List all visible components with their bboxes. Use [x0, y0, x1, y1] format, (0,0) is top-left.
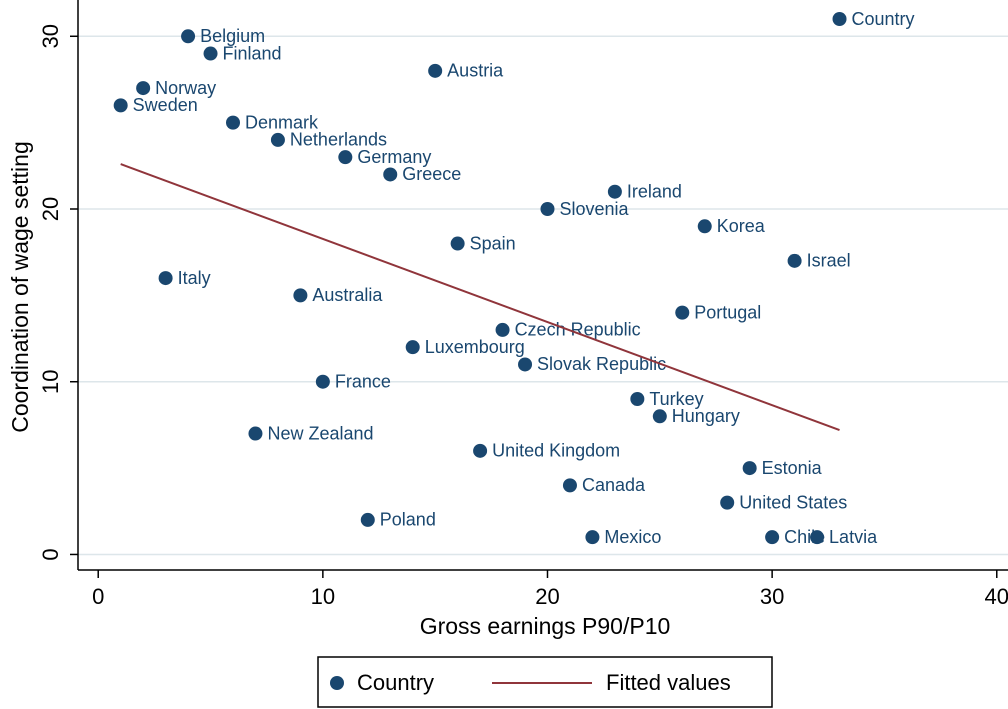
point: [428, 63, 443, 78]
point-label: Norway: [155, 78, 216, 98]
legend-marker: [330, 676, 344, 690]
y-tick-label: 10: [38, 369, 63, 393]
point-label: Portugal: [694, 302, 761, 322]
point-label: Czech Republic: [515, 320, 641, 340]
point: [270, 132, 285, 147]
point: [742, 461, 757, 476]
point-label: Mexico: [604, 527, 661, 547]
x-tick-label: 30: [760, 584, 784, 609]
x-tick-label: 0: [92, 584, 104, 609]
point: [383, 167, 398, 182]
point: [720, 495, 735, 510]
point: [203, 46, 218, 61]
point: [832, 12, 847, 26]
point-label: United States: [739, 492, 847, 512]
point: [315, 374, 330, 389]
point-label: Hungary: [672, 406, 740, 426]
point-label: Greece: [402, 164, 461, 184]
point: [136, 81, 151, 96]
legend-label: Country: [357, 670, 434, 695]
point-label: Austria: [447, 61, 504, 81]
point: [293, 288, 308, 303]
point-label: United Kingdom: [492, 441, 620, 461]
point: [248, 426, 263, 441]
point: [562, 478, 577, 493]
point-label: Turkey: [649, 389, 703, 409]
point-label: Canada: [582, 475, 646, 495]
point-label: Finland: [223, 43, 282, 63]
point-label: France: [335, 371, 391, 391]
point-label: Slovenia: [559, 199, 629, 219]
point: [495, 322, 510, 337]
point: [405, 340, 420, 355]
x-tick-label: 10: [311, 584, 335, 609]
point-label: New Zealand: [267, 423, 373, 443]
x-axis-title: Gross earnings P90/P10: [420, 613, 671, 639]
point-label: Estonia: [762, 458, 823, 478]
y-tick-label: 20: [38, 197, 63, 221]
point: [450, 236, 465, 251]
fitted-line: [120, 163, 840, 432]
point-label: Spain: [470, 233, 516, 253]
point-label: Korea: [717, 216, 766, 236]
point-label: Denmark: [245, 112, 319, 132]
point: [652, 409, 667, 424]
point: [113, 98, 128, 113]
point-label: Ireland: [627, 181, 682, 201]
legend-label: Fitted values: [606, 670, 731, 695]
point-label: Luxembourg: [425, 337, 525, 357]
point: [630, 392, 645, 406]
point: [787, 253, 802, 268]
point-label: Poland: [380, 510, 436, 530]
point-label: Slovak Republic: [537, 354, 666, 374]
point-label: Country: [852, 9, 915, 29]
point: [765, 530, 780, 545]
point-label: Italy: [178, 268, 211, 288]
point: [473, 443, 488, 458]
point-label: Sweden: [133, 95, 198, 115]
point-label: Germany: [357, 147, 431, 167]
point-label: Latvia: [829, 527, 878, 547]
point-label: Netherlands: [290, 130, 387, 150]
legend-box: [317, 656, 773, 708]
point: [226, 115, 240, 130]
point: [585, 530, 600, 545]
point: [607, 184, 622, 199]
y-tick-label: 30: [38, 24, 63, 48]
point: [540, 202, 555, 216]
point-label: Australia: [312, 285, 383, 305]
y-tick-label: 0: [38, 548, 63, 560]
point: [181, 29, 196, 44]
x-tick-label: 20: [535, 584, 559, 609]
point: [697, 219, 712, 234]
point: [518, 357, 533, 372]
point: [158, 271, 173, 286]
point: [810, 530, 825, 545]
point: [675, 305, 690, 320]
y-axis-title: Coordination of wage setting: [7, 141, 33, 433]
point-label: Belgium: [200, 26, 265, 46]
point: [338, 150, 353, 165]
point: [360, 512, 375, 527]
point-label: Israel: [807, 251, 851, 271]
x-tick-label: 40: [985, 584, 1008, 609]
